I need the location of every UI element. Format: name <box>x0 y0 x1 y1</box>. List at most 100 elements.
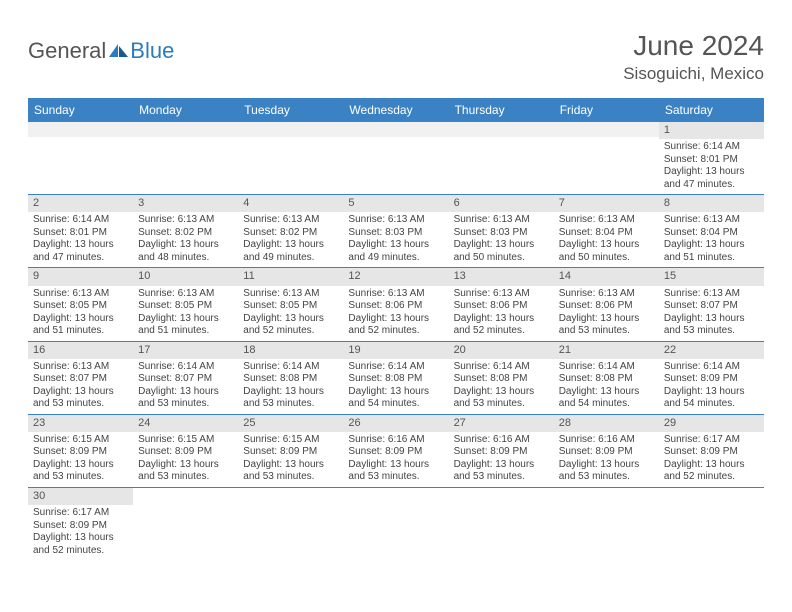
day-info: Sunrise: 6:14 AMSunset: 8:08 PMDaylight:… <box>238 359 343 414</box>
sunrise-line: Sunrise: 6:13 AM <box>33 361 128 374</box>
daylight-line: Daylight: 13 hours and 53 minutes. <box>454 459 549 484</box>
sunrise-line: Sunrise: 6:13 AM <box>559 288 654 301</box>
sunset-line: Sunset: 8:08 PM <box>454 373 549 386</box>
sunrise-line: Sunrise: 6:17 AM <box>664 434 759 447</box>
sunrise-line: Sunrise: 6:15 AM <box>33 434 128 447</box>
day-number: 29 <box>659 415 764 432</box>
month-title: June 2024 <box>623 30 764 62</box>
calendar-cell <box>449 122 554 195</box>
calendar-cell <box>133 487 238 560</box>
daylight-line: Daylight: 13 hours and 51 minutes. <box>33 313 128 338</box>
weekday-header: Friday <box>554 98 659 122</box>
sunrise-line: Sunrise: 6:14 AM <box>348 361 443 374</box>
sunset-line: Sunset: 8:08 PM <box>559 373 654 386</box>
sunset-line: Sunset: 8:09 PM <box>138 446 233 459</box>
sunset-line: Sunset: 8:06 PM <box>348 300 443 313</box>
daylight-line: Daylight: 13 hours and 53 minutes. <box>559 313 654 338</box>
daylight-line: Daylight: 13 hours and 47 minutes. <box>664 166 759 191</box>
location-text: Sisoguichi, Mexico <box>623 64 764 84</box>
weekday-header: Monday <box>133 98 238 122</box>
sunrise-line: Sunrise: 6:16 AM <box>454 434 549 447</box>
day-info: Sunrise: 6:13 AMSunset: 8:03 PMDaylight:… <box>449 212 554 267</box>
day-info: Sunrise: 6:13 AMSunset: 8:05 PMDaylight:… <box>28 286 133 341</box>
day-number: 22 <box>659 342 764 359</box>
sunset-line: Sunset: 8:09 PM <box>33 446 128 459</box>
day-number: 15 <box>659 268 764 285</box>
sunset-line: Sunset: 8:09 PM <box>348 446 443 459</box>
calendar-row: 23Sunrise: 6:15 AMSunset: 8:09 PMDayligh… <box>28 414 764 487</box>
day-info: Sunrise: 6:13 AMSunset: 8:07 PMDaylight:… <box>28 359 133 414</box>
day-number: 7 <box>554 195 659 212</box>
day-info: Sunrise: 6:14 AMSunset: 8:08 PMDaylight:… <box>449 359 554 414</box>
daylight-line: Daylight: 13 hours and 50 minutes. <box>559 239 654 264</box>
day-info: Sunrise: 6:14 AMSunset: 8:01 PMDaylight:… <box>659 139 764 194</box>
calendar-cell <box>133 122 238 195</box>
sunset-line: Sunset: 8:03 PM <box>454 227 549 240</box>
day-info: Sunrise: 6:14 AMSunset: 8:09 PMDaylight:… <box>659 359 764 414</box>
calendar-cell: 19Sunrise: 6:14 AMSunset: 8:08 PMDayligh… <box>343 341 448 414</box>
day-number: 21 <box>554 342 659 359</box>
sunset-line: Sunset: 8:09 PM <box>664 373 759 386</box>
day-info: Sunrise: 6:13 AMSunset: 8:04 PMDaylight:… <box>554 212 659 267</box>
day-number: 17 <box>133 342 238 359</box>
calendar-row: 2Sunrise: 6:14 AMSunset: 8:01 PMDaylight… <box>28 195 764 268</box>
day-info: Sunrise: 6:14 AMSunset: 8:08 PMDaylight:… <box>343 359 448 414</box>
day-number: 1 <box>659 122 764 139</box>
day-info: Sunrise: 6:14 AMSunset: 8:08 PMDaylight:… <box>554 359 659 414</box>
calendar-cell: 9Sunrise: 6:13 AMSunset: 8:05 PMDaylight… <box>28 268 133 341</box>
sunrise-line: Sunrise: 6:17 AM <box>33 507 128 520</box>
sunrise-line: Sunrise: 6:14 AM <box>664 361 759 374</box>
calendar-row: 1Sunrise: 6:14 AMSunset: 8:01 PMDaylight… <box>28 122 764 195</box>
day-info: Sunrise: 6:13 AMSunset: 8:02 PMDaylight:… <box>238 212 343 267</box>
calendar-cell: 3Sunrise: 6:13 AMSunset: 8:02 PMDaylight… <box>133 195 238 268</box>
calendar-row: 16Sunrise: 6:13 AMSunset: 8:07 PMDayligh… <box>28 341 764 414</box>
day-number: 13 <box>449 268 554 285</box>
calendar-cell <box>554 122 659 195</box>
daylight-line: Daylight: 13 hours and 47 minutes. <box>33 239 128 264</box>
daylight-line: Daylight: 13 hours and 54 minutes. <box>559 386 654 411</box>
weekday-header: Tuesday <box>238 98 343 122</box>
daylight-line: Daylight: 13 hours and 54 minutes. <box>664 386 759 411</box>
sunset-line: Sunset: 8:05 PM <box>243 300 338 313</box>
sunset-line: Sunset: 8:01 PM <box>33 227 128 240</box>
daylight-line: Daylight: 13 hours and 53 minutes. <box>664 313 759 338</box>
daylight-line: Daylight: 13 hours and 50 minutes. <box>454 239 549 264</box>
calendar-cell: 8Sunrise: 6:13 AMSunset: 8:04 PMDaylight… <box>659 195 764 268</box>
calendar-cell: 6Sunrise: 6:13 AMSunset: 8:03 PMDaylight… <box>449 195 554 268</box>
day-number-empty <box>554 122 659 137</box>
day-info: Sunrise: 6:13 AMSunset: 8:07 PMDaylight:… <box>659 286 764 341</box>
sunset-line: Sunset: 8:08 PM <box>348 373 443 386</box>
sunrise-line: Sunrise: 6:13 AM <box>454 288 549 301</box>
day-number: 18 <box>238 342 343 359</box>
sunrise-line: Sunrise: 6:13 AM <box>138 214 233 227</box>
day-number: 30 <box>28 488 133 505</box>
calendar-cell: 13Sunrise: 6:13 AMSunset: 8:06 PMDayligh… <box>449 268 554 341</box>
sunset-line: Sunset: 8:02 PM <box>243 227 338 240</box>
sunrise-line: Sunrise: 6:13 AM <box>348 214 443 227</box>
sunset-line: Sunset: 8:09 PM <box>664 446 759 459</box>
day-info: Sunrise: 6:16 AMSunset: 8:09 PMDaylight:… <box>554 432 659 487</box>
header: General Blue June 2024 Sisoguichi, Mexic… <box>28 30 764 84</box>
sunset-line: Sunset: 8:08 PM <box>243 373 338 386</box>
day-info: Sunrise: 6:14 AMSunset: 8:01 PMDaylight:… <box>28 212 133 267</box>
sunset-line: Sunset: 8:01 PM <box>664 154 759 167</box>
calendar-cell: 29Sunrise: 6:17 AMSunset: 8:09 PMDayligh… <box>659 414 764 487</box>
sunrise-line: Sunrise: 6:14 AM <box>138 361 233 374</box>
brand-text-blue: Blue <box>130 38 174 64</box>
daylight-line: Daylight: 13 hours and 48 minutes. <box>138 239 233 264</box>
day-info: Sunrise: 6:15 AMSunset: 8:09 PMDaylight:… <box>238 432 343 487</box>
calendar-cell: 30Sunrise: 6:17 AMSunset: 8:09 PMDayligh… <box>28 487 133 560</box>
day-number: 24 <box>133 415 238 432</box>
calendar-row: 9Sunrise: 6:13 AMSunset: 8:05 PMDaylight… <box>28 268 764 341</box>
brand-sail-icon <box>108 43 130 59</box>
sunset-line: Sunset: 8:05 PM <box>138 300 233 313</box>
daylight-line: Daylight: 13 hours and 53 minutes. <box>243 459 338 484</box>
sunrise-line: Sunrise: 6:14 AM <box>243 361 338 374</box>
sunset-line: Sunset: 8:09 PM <box>33 520 128 533</box>
day-number: 11 <box>238 268 343 285</box>
calendar-cell <box>343 122 448 195</box>
sunset-line: Sunset: 8:05 PM <box>33 300 128 313</box>
sunrise-line: Sunrise: 6:14 AM <box>664 141 759 154</box>
daylight-line: Daylight: 13 hours and 52 minutes. <box>348 313 443 338</box>
day-number-empty <box>238 122 343 137</box>
